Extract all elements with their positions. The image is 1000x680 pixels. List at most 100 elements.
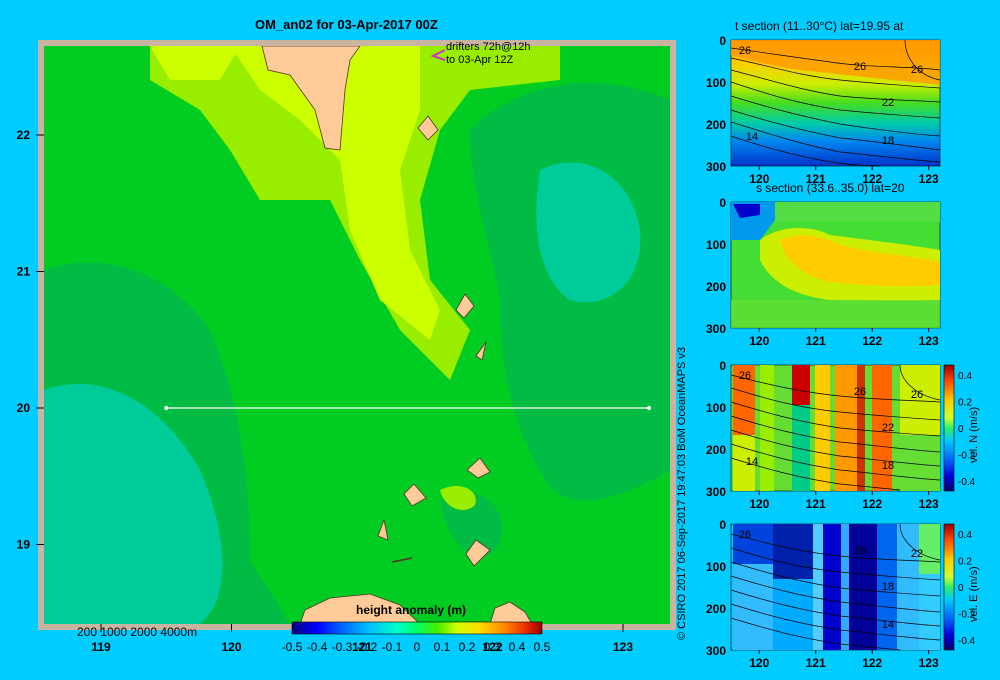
section-x-tick-label: 122 [862, 497, 882, 511]
section-y-tick-label: 200 [706, 280, 726, 294]
land-luzon [299, 593, 421, 624]
contour-label: 26 [739, 529, 751, 541]
section-x-tick-label: 123 [919, 497, 939, 511]
colorbar-tick-label: 0.2 [459, 640, 476, 654]
section-x-tick-label: 120 [749, 172, 769, 186]
salinity-ticks: 120 121 122 123 0 100 200 300 [706, 196, 939, 348]
vel-colorbar-tick-label: -0.2 [958, 451, 976, 462]
section-start-marker [164, 406, 169, 410]
contour-label: 26 [854, 545, 866, 557]
vel-colorbar-tick-label: 0.2 [958, 398, 972, 409]
panel-temperature: 120 121 122 123 0 100 200 300 26 26 26 22 18 14 [706, 34, 941, 186]
salinity-top [731, 202, 940, 222]
colorbar-tick-label: -0.4 [307, 640, 328, 654]
land-islet-se [489, 601, 533, 624]
section-x-tick-label: 123 [919, 172, 939, 186]
section-x-tick-label: 121 [806, 497, 826, 511]
map-x-tick-label: 122 [482, 640, 502, 654]
colorbar-tick-label: -0.2 [357, 640, 378, 654]
section-y-tick-label: 100 [706, 401, 726, 415]
contour-label: 26 [911, 389, 923, 401]
contour-label: 26 [911, 64, 923, 76]
colorbar-label: height anomaly (m) [356, 603, 467, 617]
colorbar-tick-label: 0 [414, 640, 421, 654]
colorbar-vel-e [943, 523, 955, 651]
field-west-core [44, 383, 223, 624]
temperature-contours [730, 39, 941, 167]
contour-label: 18 [882, 460, 894, 472]
land-taiwan [261, 46, 361, 151]
map-x-tick-label: 119 [91, 640, 111, 654]
section-x-tick-label: 122 [862, 334, 882, 348]
section-y-tick-label: 300 [706, 644, 726, 658]
section-x-tick-label: 121 [806, 334, 826, 348]
section-x-tick-label: 121 [806, 656, 826, 670]
contour-label: 26 [739, 370, 751, 382]
section-y-tick-label: 0 [719, 34, 726, 48]
section-y-tick-label: 0 [719, 518, 726, 532]
colorbar-tick-label: 0.1 [434, 640, 451, 654]
colorbar-tick-label: -0.3 [332, 640, 353, 654]
section-end-marker [647, 406, 652, 410]
land-islet-7 [465, 539, 491, 567]
section-y-tick-label: 100 [706, 560, 726, 574]
main-map: 119 120 121 122 123 22 21 20 19 [17, 40, 676, 654]
panel-salinity: 120 121 122 123 0 100 200 300 [706, 196, 941, 348]
salinity-fresh-core [733, 204, 760, 218]
map-y-tick-label: 19 [17, 538, 31, 552]
vel-colorbar-tick-label: 0 [958, 424, 964, 435]
section-x-tick-label: 122 [862, 656, 882, 670]
salinity-title: s section (33.6..35.0) lat=20 [756, 181, 905, 195]
section-y-tick-label: 300 [706, 322, 726, 336]
colorbar-tick-label: 0.3 [484, 640, 501, 654]
map-x-tick-label: 123 [613, 640, 633, 654]
field-ridge-core [230, 46, 440, 340]
salinity-max-core [780, 235, 940, 287]
vel-colorbar-tick-label: -0.4 [958, 477, 976, 488]
colorbar-vel-n [943, 364, 955, 492]
drifters-label-line-1: drifters 72h@12h [446, 41, 531, 53]
main-title: OM_an02 for 03-Apr-2017 00Z [255, 17, 438, 32]
depth-legend: 200 1000 2000 4000m [77, 625, 198, 639]
map-y-tick-label: 22 [17, 128, 31, 142]
land-islet-8 [391, 557, 413, 563]
section-x-tick-label: 123 [919, 334, 939, 348]
drifters-label: drifters 72h@12h to 03-Apr 12Z [446, 41, 531, 67]
section-x-tick-label: 120 [749, 656, 769, 670]
colorbar-tick-label: 0.5 [534, 640, 551, 654]
salinity-deep [731, 300, 940, 328]
contour-label: 18 [882, 135, 894, 147]
map-y-tick-label: 20 [17, 401, 31, 415]
vel-n-ticks: 120 121 122 123 0 100 200 300 26 26 26 22 18 14 0.4 0.2… [706, 359, 976, 511]
field-south-bump [440, 485, 476, 510]
vel-colorbar-tick-label: 0.2 [958, 557, 972, 568]
contour-label: 26 [854, 386, 866, 398]
contour-label: 22 [882, 422, 894, 434]
panel-vel-e: 120 121 122 123 0 100 200 300 26 26 22 18 14 0.4 0.2 0 -… [706, 518, 976, 670]
vel-n-contours [730, 364, 941, 491]
section-y-tick-label: 100 [706, 238, 726, 252]
land-islet-1 [417, 115, 439, 141]
contour-label: 18 [882, 581, 894, 593]
vel-n-bands [733, 365, 940, 491]
temperature-title: t section (11..30°C) lat=19.95 at [735, 19, 904, 33]
vel-colorbar-tick-label: 0.4 [958, 530, 972, 541]
map-x-tick-label: 120 [221, 640, 241, 654]
section-y-tick-label: 0 [719, 359, 726, 373]
map-ticks: 119 120 121 122 123 22 21 20 19 [17, 128, 634, 654]
section-x-tick-label: 122 [862, 172, 882, 186]
temperature-ticks: 120 121 122 123 0 100 200 300 26 26 26 22 18 14 [706, 34, 939, 186]
vel-colorbar-tick-label: 0 [958, 583, 964, 594]
section-y-tick-label: 300 [706, 485, 726, 499]
section-y-tick-label: 100 [706, 76, 726, 90]
contour-label: 22 [911, 548, 923, 560]
section-x-tick-label: 121 [806, 172, 826, 186]
credit-text: © CSIRO 2017 06-Sep-2017 19:47:03 BoM Oc… [676, 346, 688, 640]
contour-label: 22 [882, 97, 894, 109]
contour-label: 26 [854, 61, 866, 73]
panel-vel-n: 120 121 122 123 0 100 200 300 26 26 26 22 18 14 0.4 0.2… [706, 359, 976, 511]
contour-label: 26 [739, 45, 751, 57]
map-x-tick-label: 121 [352, 640, 372, 654]
